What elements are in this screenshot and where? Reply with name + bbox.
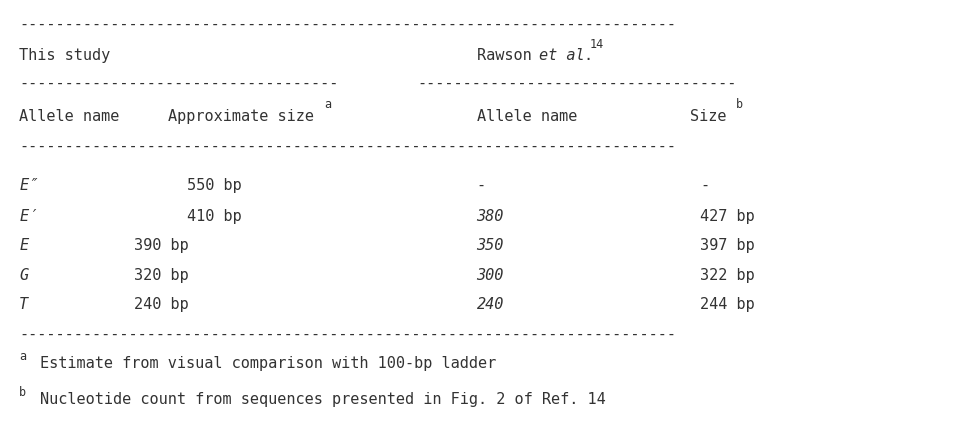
Text: E: E bbox=[19, 238, 29, 253]
Text: 244 bp: 244 bp bbox=[700, 297, 755, 312]
Text: 350: 350 bbox=[477, 238, 504, 253]
Text: a: a bbox=[19, 350, 26, 363]
Text: ------------------------------------------------------------------------: ----------------------------------------… bbox=[19, 327, 676, 342]
Text: E″: E″ bbox=[19, 178, 37, 193]
Text: .: . bbox=[583, 49, 593, 63]
Text: 550 bp: 550 bp bbox=[187, 178, 242, 193]
Text: G: G bbox=[19, 268, 29, 283]
Text: 380: 380 bbox=[477, 209, 504, 224]
Text: 390 bp: 390 bp bbox=[134, 238, 189, 253]
Text: This study: This study bbox=[19, 49, 110, 63]
Text: 410 bp: 410 bp bbox=[187, 209, 242, 224]
Text: 240 bp: 240 bp bbox=[134, 297, 189, 312]
Text: a: a bbox=[324, 98, 331, 111]
Text: 300: 300 bbox=[477, 268, 504, 283]
Text: 322 bp: 322 bp bbox=[700, 268, 755, 283]
Text: Estimate from visual comparison with 100-bp ladder: Estimate from visual comparison with 100… bbox=[40, 356, 497, 371]
Text: -: - bbox=[700, 178, 710, 193]
Text: ------------------------------------------------------------------------: ----------------------------------------… bbox=[19, 17, 676, 31]
Text: -----------------------------------: ----------------------------------- bbox=[19, 76, 339, 90]
Text: Allele name: Allele name bbox=[477, 109, 577, 124]
Text: -: - bbox=[477, 178, 486, 193]
Text: T: T bbox=[19, 297, 29, 312]
Text: 427 bp: 427 bp bbox=[700, 209, 755, 224]
Text: et al: et al bbox=[539, 49, 585, 63]
Text: 14: 14 bbox=[590, 38, 604, 51]
Text: 320 bp: 320 bp bbox=[134, 268, 189, 283]
Text: Approximate size: Approximate size bbox=[168, 109, 323, 124]
Text: Rawson: Rawson bbox=[477, 49, 541, 63]
Text: ------------------------------------------------------------------------: ----------------------------------------… bbox=[19, 139, 676, 154]
Text: b: b bbox=[19, 386, 26, 399]
Text: Size: Size bbox=[690, 109, 737, 124]
Text: Allele name: Allele name bbox=[19, 109, 120, 124]
Text: E′: E′ bbox=[19, 209, 37, 224]
Text: b: b bbox=[736, 98, 742, 111]
Text: -----------------------------------: ----------------------------------- bbox=[417, 76, 737, 90]
Text: 240: 240 bbox=[477, 297, 504, 312]
Text: 397 bp: 397 bp bbox=[700, 238, 755, 253]
Text: Nucleotide count from sequences presented in Fig. 2 of Ref. 14: Nucleotide count from sequences presente… bbox=[40, 392, 606, 407]
